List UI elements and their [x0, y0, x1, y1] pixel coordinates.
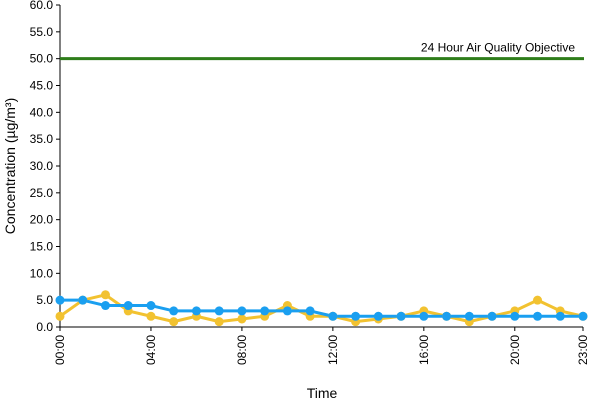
reference-line-label: 24 Hour Air Quality Objective [421, 41, 575, 55]
y-tick-label: 40.0 [30, 105, 54, 119]
y-tick-label: 60.0 [30, 0, 54, 12]
series-2-point [55, 295, 65, 305]
series-2-point [533, 311, 543, 321]
series-2-point [510, 311, 520, 321]
reference-line-group: 24 Hour Air Quality Objective [60, 41, 584, 61]
series-1-point [146, 311, 156, 321]
y-tick-label: 55.0 [30, 25, 54, 39]
series-2-point [396, 311, 406, 321]
y-axis-ticks: 0.0 5.0 10.0 15.0 20.0 25.0 30.0 35.0 40.0 45.0 50… [30, 0, 60, 334]
series-2-point [351, 311, 361, 321]
y-tick-label: 15.0 [30, 240, 54, 254]
series-2-point [191, 306, 201, 316]
y-tick-label: 10.0 [30, 266, 54, 280]
series-2-point [146, 301, 156, 311]
series-2-point [237, 306, 247, 316]
series-2-point [373, 311, 383, 321]
y-axis-title: Concentration (µg/m³) [2, 98, 18, 234]
y-tick-label: 25.0 [30, 186, 54, 200]
x-tick-label: 12:00 [326, 335, 340, 365]
y-tick-label: 0.0 [36, 320, 53, 334]
series-2-point [123, 301, 133, 311]
series-2-point [260, 306, 270, 316]
series-2-point [78, 295, 88, 305]
x-tick-label: 20:00 [508, 335, 522, 365]
series-2-point [282, 306, 292, 316]
x-tick-label: 23:00 [576, 335, 590, 365]
series-1-point [533, 295, 543, 305]
x-axis-title: Time [307, 385, 338, 400]
series-group [55, 290, 588, 327]
series-2-point [578, 311, 588, 321]
series-1-point [100, 290, 110, 300]
series-2-point [442, 311, 452, 321]
y-tick-label: 45.0 [30, 79, 54, 93]
y-tick-label: 20.0 [30, 213, 54, 227]
series-1-point [214, 317, 224, 327]
x-tick-label: 08:00 [235, 335, 249, 365]
series-2-point [169, 306, 179, 316]
series-1-point [237, 314, 247, 324]
series-1-point [169, 317, 179, 327]
series-2-point [100, 301, 110, 311]
y-tick-label: 30.0 [30, 159, 54, 173]
y-tick-label: 35.0 [30, 132, 54, 146]
series-2-point [419, 311, 429, 321]
series-2-point [555, 311, 565, 321]
x-axis-ticks: 00:00 04:00 08:00 12:00 16:00 20:00 23:00 [53, 327, 590, 365]
x-tick-label: 00:00 [53, 335, 67, 365]
series-2-point [305, 306, 315, 316]
y-tick-label: 50.0 [30, 52, 54, 66]
series-2-point [464, 311, 474, 321]
x-tick-label: 16:00 [417, 335, 431, 365]
series-2-point [487, 311, 497, 321]
series-2-point [328, 311, 338, 321]
series-2-point [214, 306, 224, 316]
x-tick-label: 04:00 [144, 335, 158, 365]
y-tick-label: 5.0 [36, 293, 53, 307]
series-1-point [55, 311, 65, 321]
